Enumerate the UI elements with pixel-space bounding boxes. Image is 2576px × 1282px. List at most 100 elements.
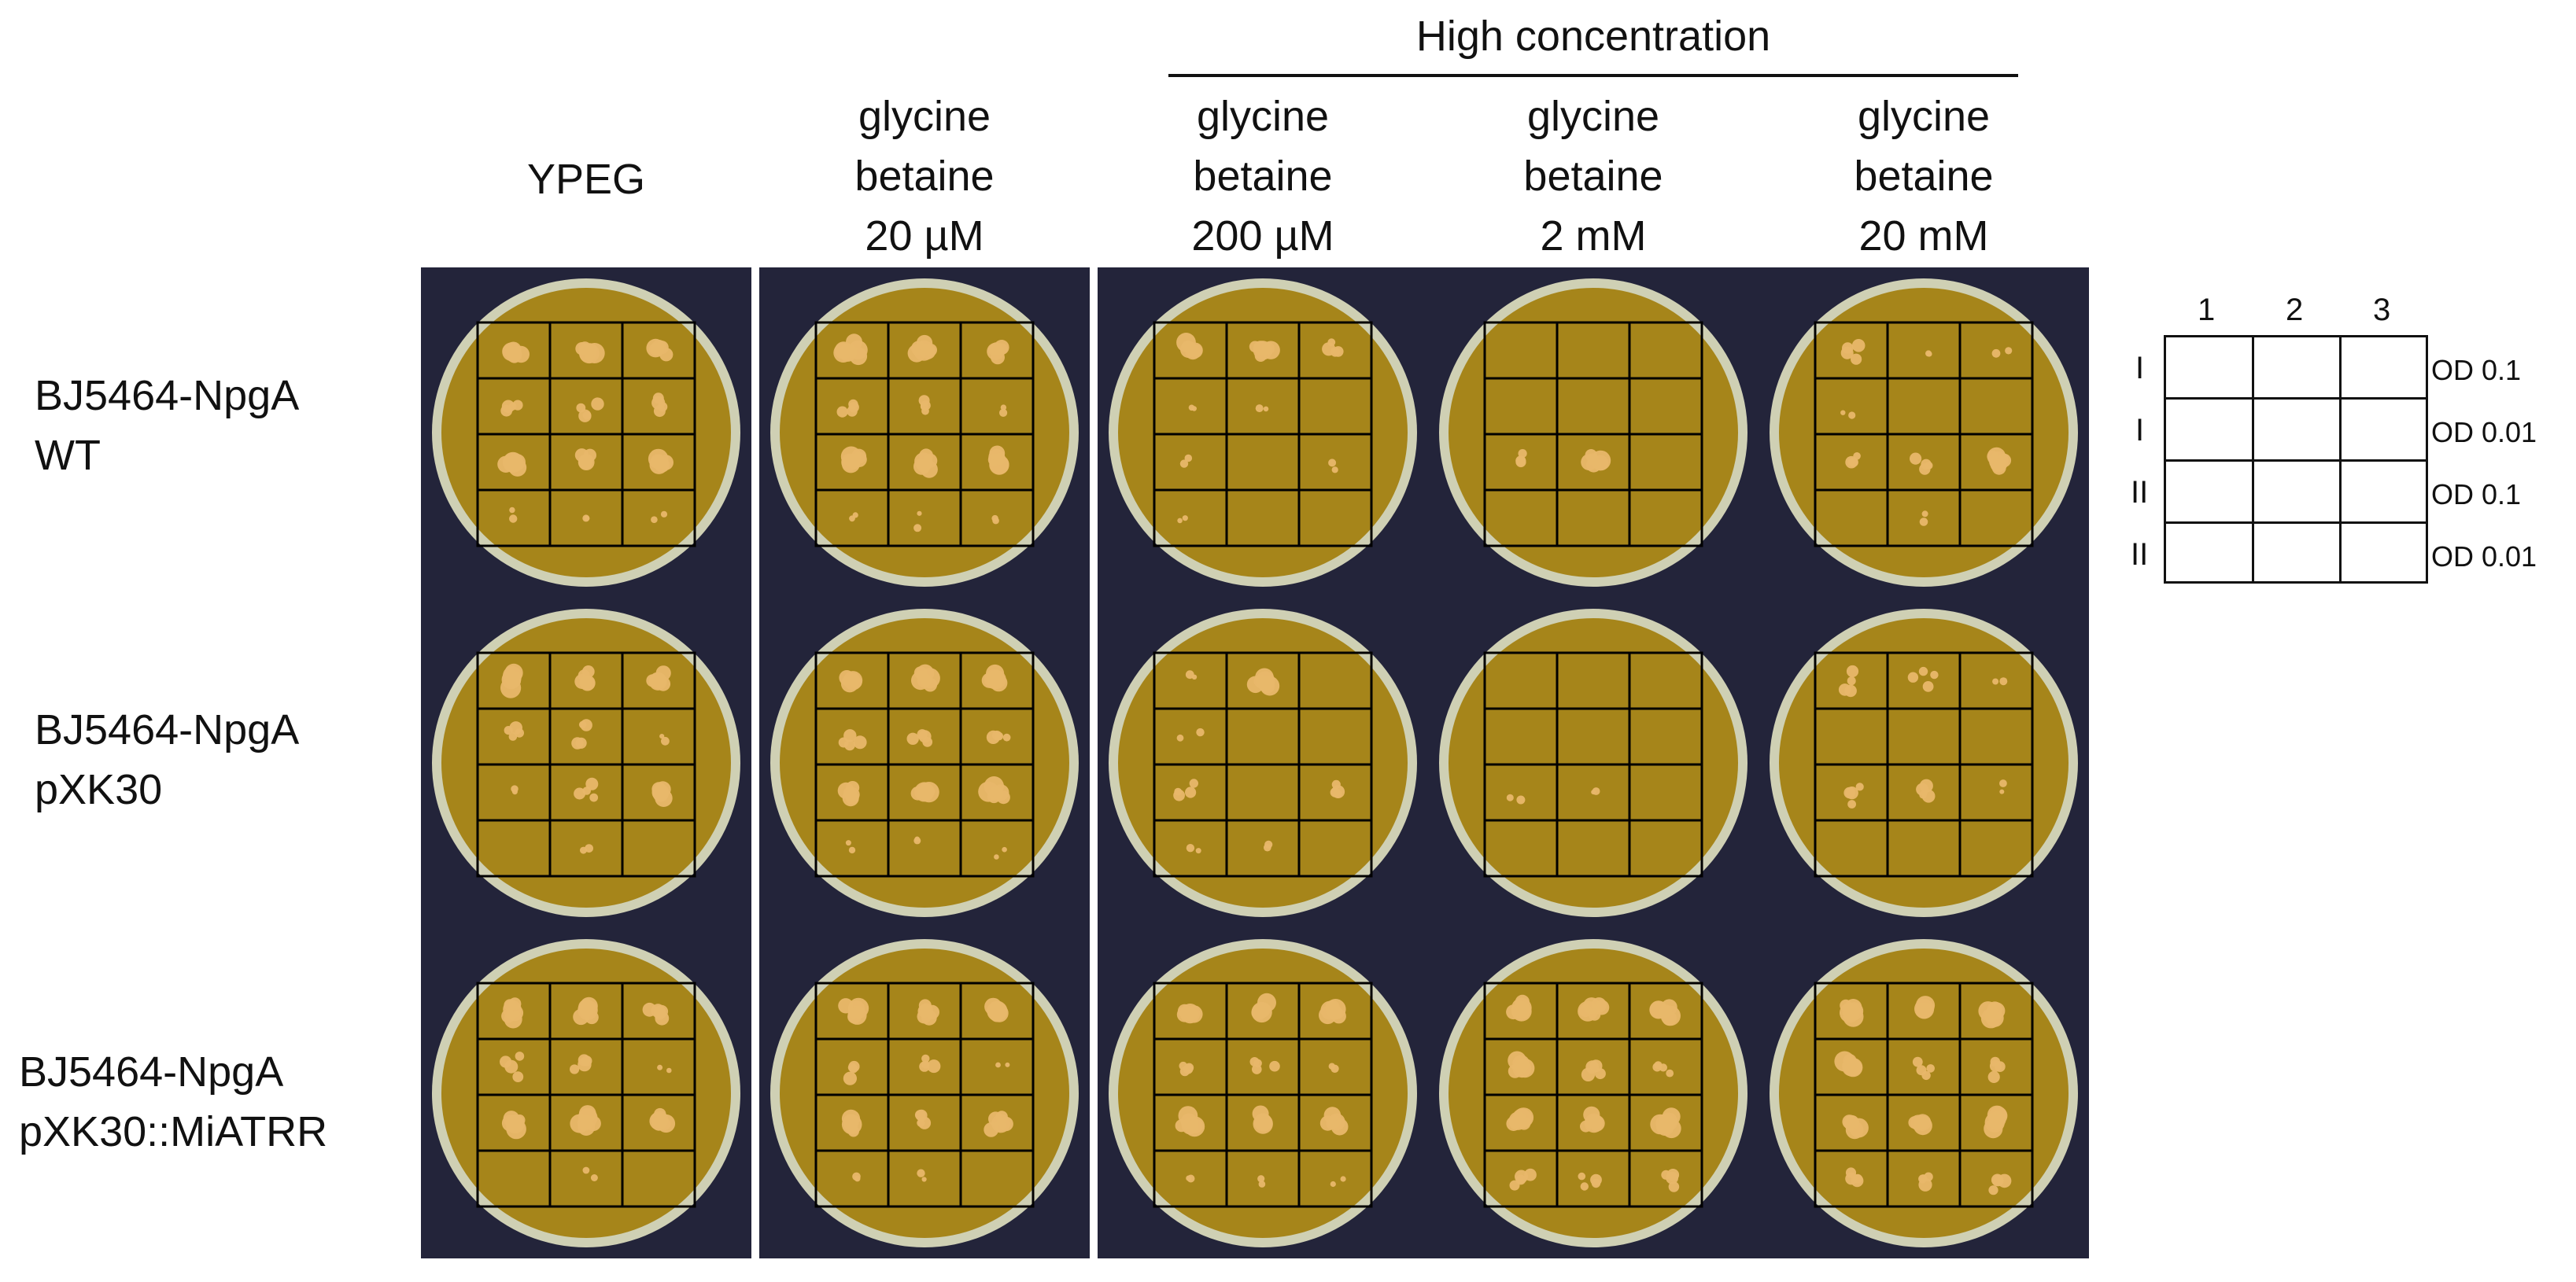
yeast-colony — [580, 996, 598, 1015]
yeast-colony — [1907, 672, 1919, 683]
yeast-colony — [1195, 848, 1201, 854]
high-concentration-label: High concentration — [1415, 13, 1771, 60]
legend-replicate-label: I — [2135, 351, 2145, 385]
yeast-colony — [1990, 1056, 2001, 1067]
yeast-colony — [1515, 456, 1526, 468]
condition-line: betaine — [1523, 153, 1663, 200]
yeast-colony — [1999, 789, 2005, 794]
yeast-colony — [917, 510, 922, 516]
plate-wt-gb-200uM — [1098, 267, 1428, 598]
yeast-colony — [571, 737, 584, 750]
yeast-colony — [579, 675, 596, 691]
strain-line: BJ5464-NpgA — [35, 706, 300, 753]
yeast-colony — [917, 672, 932, 688]
plate-photo — [1098, 267, 1428, 598]
yeast-colony — [1173, 789, 1185, 801]
plate-photo — [759, 267, 1090, 598]
agar-medium — [1118, 949, 1408, 1238]
yeast-colony — [570, 1064, 580, 1074]
plate-wt-ypeg — [421, 267, 751, 598]
yeast-colony — [507, 350, 521, 363]
yeast-colony — [1590, 1173, 1602, 1186]
yeast-colony — [1254, 1003, 1270, 1019]
yeast-colony — [1844, 1116, 1858, 1129]
legend-column-number: 2 — [2286, 293, 2304, 327]
yeast-colony — [1580, 1182, 1589, 1191]
condition-line: glycine — [1526, 93, 1660, 140]
yeast-colony — [501, 400, 515, 413]
plate-pxk30-miatrr-gb-200uM — [1098, 928, 1428, 1258]
plate-pxk30-miatrr-gb-20mM — [1759, 928, 2089, 1258]
yeast-colony — [508, 732, 518, 741]
yeast-colony — [1987, 1070, 2000, 1083]
yeast-colony — [1269, 1060, 1280, 1072]
yeast-colony — [1188, 404, 1195, 411]
legend-replicate-label: II — [2131, 475, 2149, 510]
yeast-colony — [1516, 795, 1526, 805]
yeast-colony — [1002, 733, 1011, 742]
condition-line: betaine — [1854, 153, 1994, 200]
yeast-colony — [1655, 1114, 1676, 1134]
yeast-colony — [921, 1060, 930, 1069]
yeast-colony — [1926, 351, 1932, 357]
yeast-colony — [994, 340, 1009, 355]
plate-photo — [1098, 928, 1428, 1258]
yeast-colony — [1586, 457, 1601, 473]
legend-replicate-label: II — [2131, 537, 2149, 572]
condition-line: glycine — [1857, 93, 1991, 140]
legend-od-label: OD 0.01 — [2431, 540, 2537, 573]
yeast-colony — [1930, 670, 1939, 680]
yeast-colony — [999, 408, 1008, 417]
yeast-colony — [840, 446, 862, 467]
yeast-colony — [578, 455, 593, 470]
yeast-colony — [1185, 787, 1197, 798]
yeast-colony — [987, 1001, 1008, 1022]
strain-line: BJ5464-NpgA — [35, 372, 300, 419]
yeast-colony — [1326, 1118, 1338, 1130]
yeast-colony — [642, 1002, 657, 1017]
yeast-colony — [913, 837, 921, 845]
yeast-colony — [1588, 1114, 1604, 1131]
yeast-colony — [1580, 1120, 1592, 1133]
yeast-colony — [1506, 1004, 1521, 1020]
yeast-colony — [1333, 346, 1344, 357]
legend-od-label: OD 0.1 — [2431, 478, 2522, 510]
condition-line: YPEG — [526, 156, 646, 203]
yeast-colony — [978, 781, 999, 802]
plate-photo — [421, 928, 751, 1258]
yeast-colony — [585, 777, 599, 790]
yeast-colony — [1005, 1062, 1010, 1067]
yeast-colony — [1002, 846, 1007, 853]
plate-pxk30-gb-2mM — [1428, 598, 1759, 928]
strain-line: pXK30::MiATRR — [19, 1108, 328, 1155]
yeast-colony — [508, 459, 527, 477]
yeast-colony — [515, 1052, 525, 1061]
legend-column-number: 3 — [2373, 293, 2391, 327]
yeast-colony — [838, 998, 854, 1014]
yeast-colony — [1925, 462, 1933, 470]
yeast-colony — [582, 514, 590, 522]
yeast-colony — [659, 734, 665, 739]
yeast-colony — [847, 673, 861, 687]
yeast-colony — [849, 1064, 858, 1074]
yeast-colony — [836, 406, 848, 418]
yeast-colony — [1851, 353, 1862, 365]
yeast-colony — [1848, 411, 1856, 419]
agar-medium — [1779, 949, 2069, 1238]
yeast-colony — [1589, 1059, 1603, 1073]
yeast-colony — [512, 400, 523, 411]
agar-medium — [1118, 288, 1408, 577]
condition-line: 200 µM — [1191, 212, 1334, 260]
yeast-colony — [1184, 454, 1193, 462]
plate-photo — [1428, 928, 1759, 1258]
strain-label-wt: BJ5464-NpgA WT — [35, 366, 299, 485]
condition-header-ypeg: YPEG — [421, 149, 751, 209]
agar-medium — [1449, 288, 1738, 577]
yeast-colony — [506, 1118, 526, 1140]
yeast-colony — [1264, 840, 1273, 849]
agar-medium — [1779, 618, 2069, 908]
yeast-colony — [508, 997, 522, 1011]
yeast-colony — [1844, 684, 1857, 698]
plate-pxk30-miatrr-ypeg — [421, 928, 751, 1258]
yeast-colony — [661, 736, 670, 746]
